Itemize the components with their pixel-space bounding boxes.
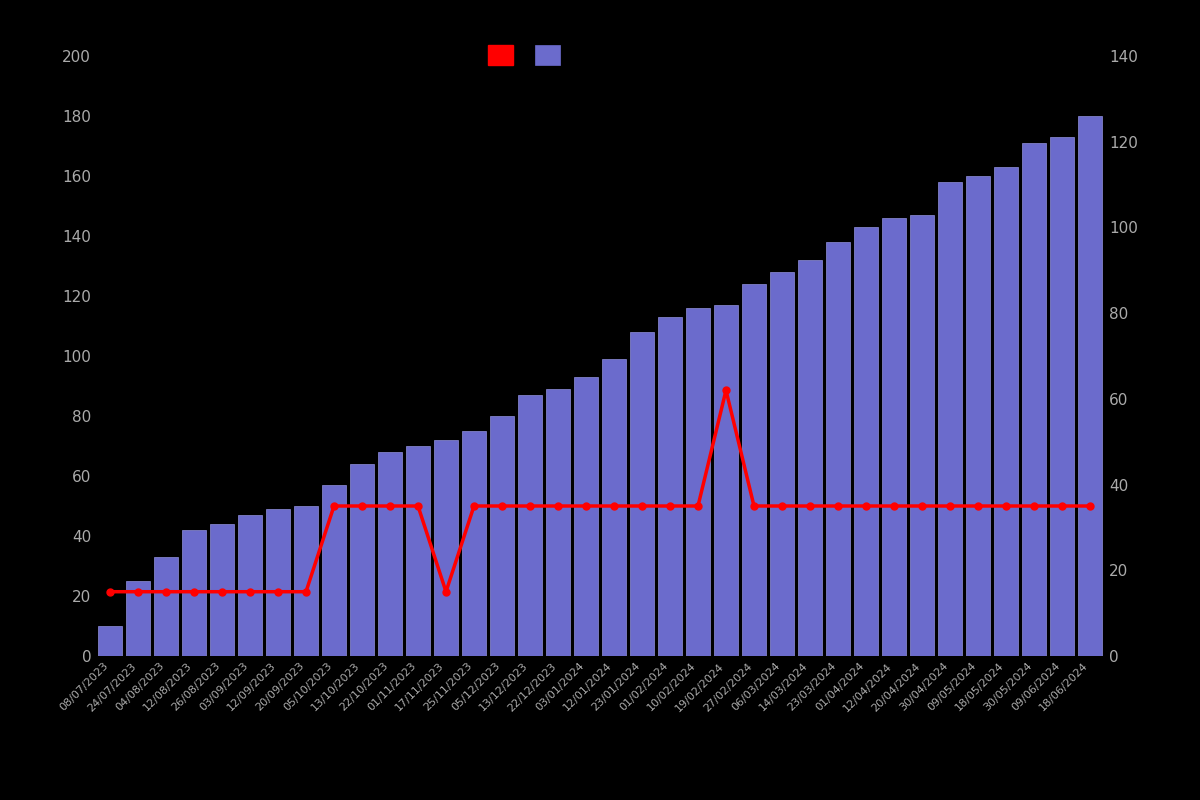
Bar (686, 308, 710, 656)
Bar (1050, 137, 1074, 656)
Bar (658, 317, 682, 656)
Bar (546, 389, 570, 656)
Bar (518, 395, 542, 656)
Bar (826, 242, 850, 656)
Bar (574, 377, 598, 656)
Bar (98, 626, 122, 656)
Bar (294, 506, 318, 656)
Bar (854, 227, 878, 656)
Bar (742, 284, 766, 656)
Bar (602, 359, 626, 656)
Bar (490, 416, 514, 656)
Bar (1078, 116, 1102, 656)
Bar (266, 509, 290, 656)
Bar (322, 485, 346, 656)
Bar (966, 176, 990, 656)
Bar (1022, 143, 1046, 656)
Bar (938, 182, 962, 656)
Bar (630, 332, 654, 656)
Bar (406, 446, 430, 656)
Bar (994, 167, 1018, 656)
Legend: , : , (487, 45, 571, 65)
Bar (434, 440, 458, 656)
Bar (182, 530, 206, 656)
Bar (462, 431, 486, 656)
Bar (882, 218, 906, 656)
Bar (378, 452, 402, 656)
Bar (210, 524, 234, 656)
Bar (126, 581, 150, 656)
Bar (798, 260, 822, 656)
Bar (238, 515, 262, 656)
Bar (350, 464, 374, 656)
Bar (154, 557, 178, 656)
Bar (770, 272, 794, 656)
Bar (714, 305, 738, 656)
Bar (910, 215, 934, 656)
